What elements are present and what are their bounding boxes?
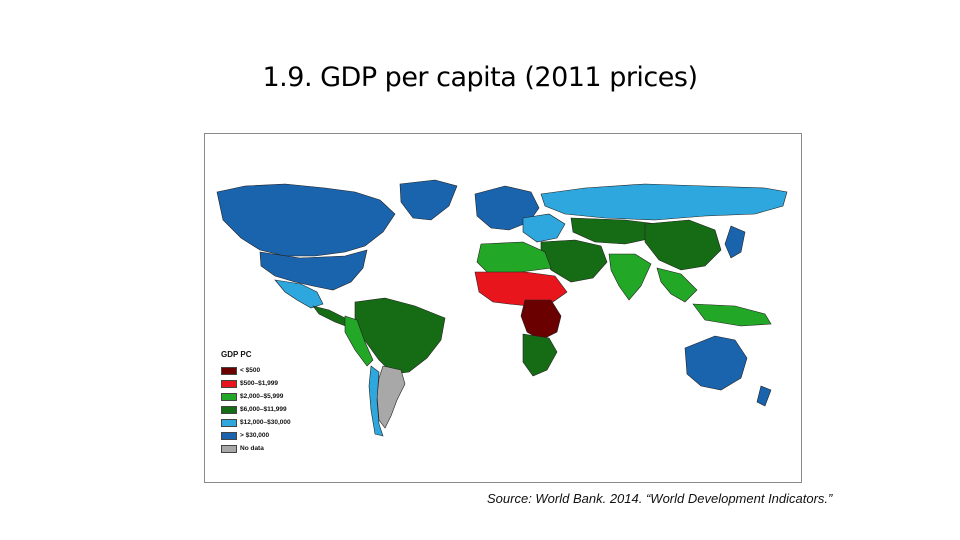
region-russia (540, 183, 788, 221)
legend-label: > $30,000 (240, 432, 270, 439)
map-legend: GDP PC < $500 $500–$1,999 $2,000–$5,999 … (221, 350, 291, 455)
legend-swatch (221, 379, 237, 388)
legend-item: No data (221, 442, 291, 455)
world-map (216, 179, 788, 437)
region-europe-east (522, 213, 566, 243)
legend-item: $500–$1,999 (221, 377, 291, 390)
legend-item: $12,000–$30,000 (221, 416, 291, 429)
legend-item: $2,000–$5,999 (221, 390, 291, 403)
region-japan (724, 225, 746, 259)
region-australia (684, 335, 748, 391)
region-mexico (274, 279, 324, 309)
region-india (608, 253, 652, 301)
region-new-zealand (756, 385, 772, 407)
legend-swatch (221, 444, 237, 453)
legend-label: No data (240, 445, 264, 452)
region-argentina (376, 365, 406, 429)
legend-title: GDP PC (221, 350, 252, 359)
slide-title: 1.9. GDP per capita (2011 prices) (262, 62, 699, 93)
region-chile (368, 365, 384, 437)
legend-swatch (221, 418, 237, 427)
region-usa (259, 249, 368, 291)
region-north-africa (476, 241, 552, 275)
legend-label: $12,000–$30,000 (240, 419, 291, 426)
legend-label: < $500 (240, 367, 261, 374)
legend-label: $6,000–$11,999 (240, 406, 287, 413)
legend-swatch (221, 392, 237, 401)
legend-label: $2,000–$5,999 (240, 393, 284, 400)
region-canada (216, 183, 396, 257)
legend-swatch (221, 431, 237, 440)
legend-item: > $30,000 (221, 429, 291, 442)
region-andes (344, 315, 374, 367)
region-central-africa (520, 299, 562, 341)
legend-swatch (221, 405, 237, 414)
legend-item: < $500 (221, 364, 291, 377)
region-china (644, 219, 722, 271)
region-sahel (474, 271, 568, 307)
source-citation: Source: World Bank. 2014. “World Develop… (487, 491, 833, 506)
world-map-frame: GDP PC < $500 $500–$1,999 $2,000–$5,999 … (204, 133, 802, 483)
region-greenland (399, 179, 458, 221)
region-southern-africa (522, 333, 558, 377)
region-central-asia (570, 217, 658, 245)
legend-swatch (221, 366, 237, 375)
region-southeast-asia (656, 267, 772, 327)
legend-item: $6,000–$11,999 (221, 403, 291, 416)
legend-label: $500–$1,999 (240, 380, 278, 387)
